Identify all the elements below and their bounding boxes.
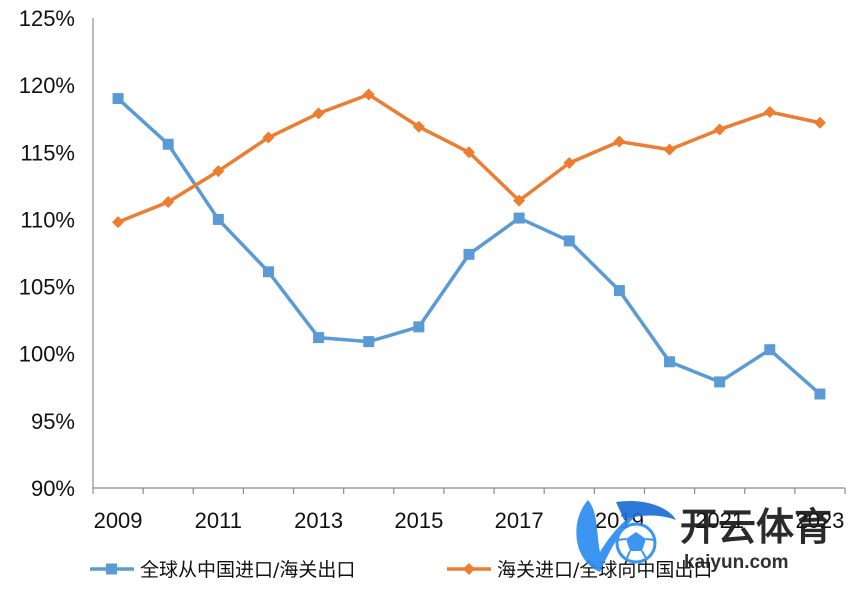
series-2-point: [212, 165, 225, 178]
series-2-point: [162, 195, 175, 208]
y-tick-label: 95%: [31, 409, 75, 434]
y-tick-label: 105%: [19, 275, 75, 300]
series-line-1: [116, 97, 822, 396]
series-2-point: [563, 157, 576, 170]
x-tick-label: 2023: [795, 508, 844, 533]
y-axis-ticks: 90% 95% 100% 105% 110% 115% 120% 125%: [19, 6, 75, 501]
x-axis-ticks: 2009 2011 2013 2015 2017 2019 2021 2023: [92, 488, 846, 533]
y-tick-label: 115%: [20, 140, 75, 165]
watermark-brand-text: 开云体育: [680, 505, 832, 549]
series-2-point: [613, 135, 626, 148]
x-tick-label: 2017: [495, 508, 544, 533]
x-tick-label: 2015: [394, 508, 443, 533]
series-1-point: [262, 266, 274, 278]
x-tick-label: 2013: [294, 508, 343, 533]
series-2-point: [513, 194, 526, 207]
x-tick-label: 2021: [695, 508, 744, 533]
series-2-point: [412, 120, 425, 133]
series-1-point: [112, 93, 124, 105]
watermark: 开云体育 kaiyun.com: [576, 500, 832, 573]
series-1-point: [714, 376, 726, 388]
series-2-point: [813, 116, 826, 129]
series-1-point: [363, 336, 375, 348]
series-2-point: [262, 131, 275, 144]
legend-label-series-2: 海关进口/全球向中国出口: [497, 559, 712, 581]
y-tick-label: 120%: [19, 73, 75, 98]
y-tick-label: 125%: [19, 6, 75, 31]
series-1-point: [513, 212, 525, 224]
series-2-point: [713, 123, 726, 136]
x-tick-label: 2011: [195, 508, 242, 533]
watermark-brand-url: kaiyun.com: [684, 552, 789, 573]
legend-marker-diamond: [463, 563, 475, 575]
series-1-point: [613, 285, 625, 297]
series-1-point: [313, 332, 325, 344]
series-1-point: [764, 344, 776, 356]
series-layer: [112, 88, 826, 400]
series-2-point: [763, 106, 776, 118]
plot-frame: [92, 18, 845, 489]
series-1-point: [563, 235, 575, 247]
series-2-point: [362, 88, 375, 101]
watermark-logo-icon: [576, 500, 676, 572]
series-line-2: [117, 92, 821, 224]
x-tick-label: 2009: [94, 508, 143, 533]
legend-label-series-1: 全球从中国进口/海关出口: [140, 559, 355, 581]
series-1-point: [413, 321, 425, 333]
series-2-point: [463, 146, 475, 159]
y-tick-label: 90%: [31, 476, 75, 501]
series-2-point: [663, 143, 676, 156]
legend: 全球从中国进口/海关出口 海关进口/全球向中国出口: [90, 559, 712, 581]
legend-marker-square: [106, 563, 117, 575]
y-tick-label: 100%: [19, 342, 75, 367]
series-1-point: [664, 356, 676, 368]
series-2-point: [312, 107, 325, 120]
series-1-point: [162, 138, 174, 150]
legend-item-series-2[interactable]: 海关进口/全球向中国出口: [447, 559, 712, 581]
series-2-point: [112, 216, 125, 229]
legend-item-series-1[interactable]: 全球从中国进口/海关出口: [90, 559, 355, 581]
y-tick-label: 110%: [20, 207, 75, 232]
series-1-point: [212, 213, 224, 225]
series-1-point: [463, 248, 475, 260]
series-1-point: [814, 388, 826, 400]
